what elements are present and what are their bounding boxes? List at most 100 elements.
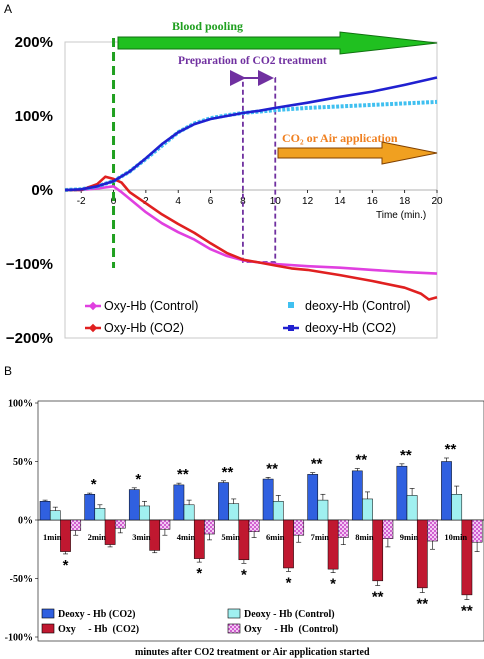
panel-b-bar — [204, 519, 215, 535]
panel-b-category-label: 8min — [355, 532, 374, 542]
legend-deoxy-co2: deoxy-Hb (CO2) — [283, 321, 396, 335]
panel-a-series-oxy-hb-control — [65, 185, 438, 275]
panel-b-bar — [293, 519, 305, 536]
panel-b-significance-below: * — [63, 557, 69, 574]
panel-a-y-tick: 200% — [15, 34, 53, 51]
panel-a-x-tick: 2 — [143, 196, 149, 207]
svg-text:Oxy - Hb (CO2): Oxy - Hb (CO2) — [58, 624, 139, 635]
panel-b-category-label: 2min — [88, 532, 107, 542]
panel-b-category-label: 4min — [177, 532, 196, 542]
svg-text:Deoxy - Hb (Control): Deoxy - Hb (Control) — [244, 609, 335, 620]
panel-b-significance-above: ** — [222, 464, 234, 481]
panel-b-significance-above: ** — [177, 466, 189, 483]
panel-b-significance-below: * — [241, 566, 247, 583]
panel-b-y-tick: 0% — [18, 516, 33, 527]
panel-b-significance-above: ** — [355, 452, 367, 469]
blood-pooling-arrow — [117, 31, 438, 55]
panel-b-category-label: 9min — [400, 532, 419, 542]
panel-b-significance-above: * — [91, 476, 97, 493]
co2-air-arrow — [277, 141, 438, 165]
panel-b-bar — [238, 519, 250, 561]
panel-b-legend: Deoxy - Hb (CO2) Deoxy - Hb (Control) Ox… — [41, 608, 338, 635]
panel-b-bar — [173, 484, 185, 521]
legend-oxy-control: Oxy-Hb (Control) — [85, 299, 198, 313]
panel-b-significance-below: ** — [461, 603, 473, 620]
panel-b-bar — [396, 465, 408, 521]
panel-b-bar — [471, 519, 483, 543]
panel-b-bar — [406, 495, 418, 521]
panel-b-significance-below: ** — [416, 596, 428, 613]
legend-b-oxy-co2: Oxy - Hb (CO2) — [41, 623, 139, 635]
panel-b-bar — [248, 519, 260, 532]
panel-a-x-tick: 4 — [175, 196, 181, 207]
panel-a-x-tick: 20 — [431, 196, 443, 207]
panel-b-bar — [337, 519, 349, 538]
legend-deoxy-control: deoxy-Hb (Control) — [288, 299, 411, 313]
panel-a-y-tick: 0% — [31, 182, 53, 199]
panel-b-bar — [39, 501, 51, 521]
legend-b-deoxy-co2: Deoxy - Hb (CO2) — [41, 608, 136, 620]
panel-b-bar — [382, 519, 394, 539]
panel-b-bar — [149, 519, 161, 551]
svg-text:Deoxy - Hb (CO2): Deoxy - Hb (CO2) — [58, 609, 136, 620]
panel-b-y-tick: -50% — [10, 574, 33, 585]
svg-text:deoxy-Hb (CO2): deoxy-Hb (CO2) — [305, 321, 396, 335]
svg-text:Oxy-Hb (Control): Oxy-Hb (Control) — [104, 299, 198, 313]
panel-b-significance-below: * — [196, 565, 202, 582]
panel-b-significance-below: * — [286, 574, 292, 591]
panel-b-y-tick: -100% — [5, 633, 33, 644]
panel-b-bar — [49, 510, 61, 521]
panel-a-y-tick: 100% — [15, 108, 53, 125]
panel-b-significance-above: ** — [311, 456, 323, 473]
panel-b-x-axis-label: minutes after CO2 treatment or Air appli… — [135, 647, 370, 658]
panel-b-bar — [114, 519, 126, 529]
panel-b-bar — [84, 494, 96, 521]
panel-b-bar — [362, 498, 373, 521]
panel-b-bar — [307, 474, 319, 521]
panel-b-bar — [218, 482, 229, 521]
panel-a-x-tick: 18 — [399, 196, 411, 207]
panel-a-x-tick: 6 — [208, 196, 214, 207]
panel-b-bar — [327, 519, 339, 570]
panel-a-x-tick: 8 — [240, 196, 246, 207]
panel-b-bar — [283, 519, 294, 569]
panel-a-y-tick: −200% — [6, 330, 53, 347]
svg-text:Oxy-Hb (CO2): Oxy-Hb (CO2) — [104, 321, 184, 335]
panel-b-bar — [351, 470, 363, 521]
svg-text:Oxy - Hb (Control): Oxy - Hb (Control) — [244, 624, 338, 635]
panel-b-bar — [60, 519, 71, 552]
panel-a-series-oxy-hb-co2 — [65, 175, 438, 301]
panel-a-x-tick: 16 — [367, 196, 379, 207]
panel-b-bar — [317, 499, 329, 521]
panel-b-bar — [451, 494, 463, 521]
panel-a-label: A — [4, 2, 12, 16]
panel-b-category-label: 3min — [132, 532, 151, 542]
panel-b-y-tick: 100% — [8, 399, 33, 410]
panel-a-x-tick: 0 — [111, 196, 117, 207]
panel-b-category-label: 5min — [221, 532, 240, 542]
panel-b-bar — [70, 519, 82, 531]
legend-b-deoxy-control: Deoxy - Hb (Control) — [227, 608, 335, 620]
panel-b-bar — [372, 519, 384, 582]
panel-b-bar — [104, 519, 116, 545]
panel-b-bar — [272, 501, 284, 521]
panel-b-category-label: 6min — [266, 532, 285, 542]
svg-text:deoxy-Hb (Control): deoxy-Hb (Control) — [305, 299, 411, 313]
panel-a-x-tick: -2 — [77, 196, 86, 207]
panel-b-category-label: 7min — [311, 532, 330, 542]
panel-b-significance-above: ** — [266, 460, 278, 477]
panel-b-significance-below: * — [330, 576, 336, 593]
panel-b-significance-above: * — [135, 471, 141, 488]
panel-b-bar — [228, 503, 240, 521]
panel-b-bar — [427, 519, 438, 542]
panel-a-x-tick: 14 — [334, 196, 346, 207]
panel-b-bar — [159, 519, 171, 530]
panel-b-significance-above: ** — [445, 441, 457, 458]
panel-b-category-label: 10min — [444, 532, 467, 542]
panel-a-x-tick: 12 — [302, 196, 314, 207]
legend-oxy-co2: Oxy-Hb (CO2) — [85, 321, 184, 335]
panel-b-bar — [94, 508, 106, 521]
panel-b-bar — [139, 505, 150, 521]
panel-b-bar — [193, 519, 205, 559]
